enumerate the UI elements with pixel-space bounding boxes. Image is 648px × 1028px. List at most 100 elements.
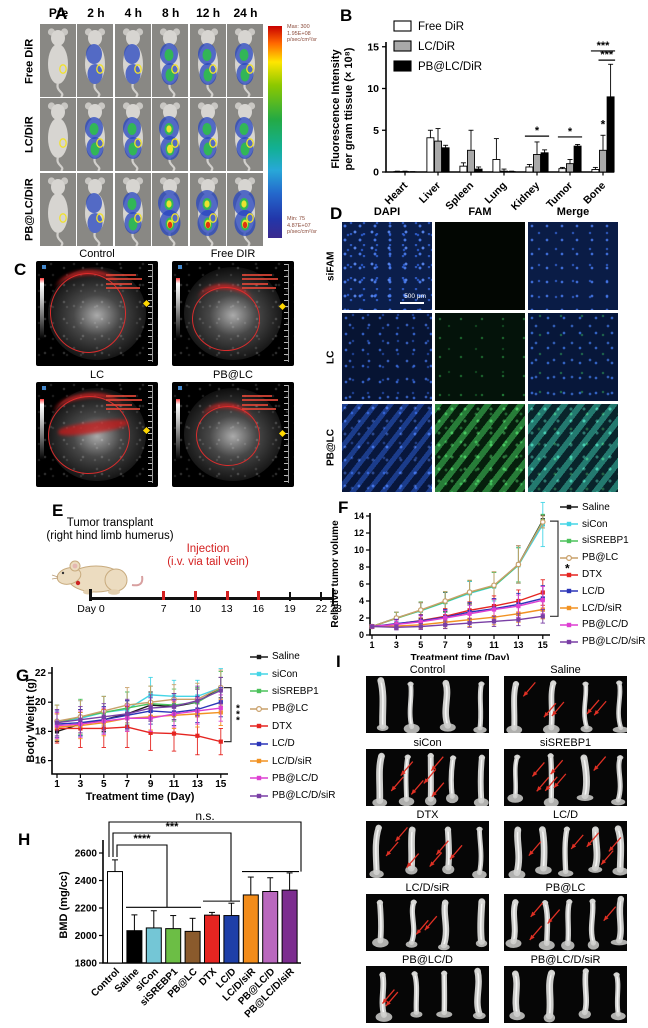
legend-label: siSREBP1 xyxy=(272,685,319,697)
svg-text:9: 9 xyxy=(467,640,472,650)
svg-text:Bone: Bone xyxy=(581,180,608,207)
mouse-image xyxy=(189,24,226,97)
panel-b-label: B xyxy=(340,6,353,25)
mouse-image xyxy=(152,98,189,172)
svg-text:Liver: Liver xyxy=(417,180,443,206)
svg-text:11: 11 xyxy=(489,640,499,650)
svg-text:18: 18 xyxy=(35,726,47,737)
legend-marker-icon xyxy=(560,605,578,611)
svg-text:***: *** xyxy=(597,40,611,52)
annotation-line xyxy=(106,399,142,401)
measurement-annotation xyxy=(106,271,144,292)
group-row-label: PB@LC/DiR xyxy=(23,178,36,241)
grayscale-bar xyxy=(176,398,180,460)
annotation-line xyxy=(242,394,272,397)
annotation-line xyxy=(242,282,268,285)
sample-row-label: LC xyxy=(325,350,337,364)
mouse-image xyxy=(77,24,114,97)
legend-marker-icon xyxy=(250,776,268,781)
injection-subtitle: (i.v. via tail vein) xyxy=(167,556,249,568)
annotation-line xyxy=(106,273,136,276)
colorbar-min-labels: Min: 75 4.87E+07 p/sec/cm²/sr xyxy=(287,216,317,236)
microct-bone-image xyxy=(366,676,489,733)
end-label: 23 xyxy=(330,603,342,615)
legend-label: PB@LC/D/siR xyxy=(272,790,336,802)
mouse-image xyxy=(40,24,76,97)
bone-image-title: siSREBP1 xyxy=(539,736,592,749)
legend-marker-icon xyxy=(560,622,578,628)
ultrasound-image-title: Free DIR xyxy=(210,248,256,260)
svg-text:Fluorescence Intensity: Fluorescence Intensity xyxy=(330,49,342,169)
annotation-line xyxy=(106,287,140,289)
annotation-line xyxy=(242,278,278,280)
svg-text:13: 13 xyxy=(513,640,523,650)
bone-image-title: siCon xyxy=(413,736,442,749)
svg-text:*: * xyxy=(535,125,540,137)
annotation-line xyxy=(106,403,132,406)
microct-bone-image xyxy=(504,676,627,733)
svg-text:2600: 2600 xyxy=(75,849,98,860)
depth-ruler xyxy=(148,264,153,362)
microscopy-image xyxy=(342,313,432,401)
mouse-cartoon xyxy=(51,560,144,595)
legend-marker-icon xyxy=(250,671,268,677)
bone-image-title: PB@LC/D xyxy=(402,954,453,967)
mouse-image xyxy=(189,172,226,246)
legend-label: PB@LC/D xyxy=(582,619,629,631)
body-weight-legend: Saline siCon siSREBP1 PB@LC DTX LC/D LC/D/siR P… xyxy=(250,648,336,805)
annotation-line xyxy=(242,273,272,276)
tick-label: 22 xyxy=(315,603,328,615)
svg-text:22: 22 xyxy=(35,668,47,679)
day0-label: Day 0 xyxy=(77,603,105,615)
ultrasound-image xyxy=(36,261,158,366)
injection-tick xyxy=(225,591,229,600)
microscopy-image xyxy=(435,222,525,310)
vendor-logo xyxy=(42,265,46,269)
depth-ruler xyxy=(148,385,153,483)
timeline-axis xyxy=(90,597,333,600)
microscopy-image xyxy=(435,313,525,401)
svg-text:BMD (mg/cc): BMD (mg/cc) xyxy=(58,871,70,939)
ultrasound-image-title: LC xyxy=(89,369,105,381)
grayscale-bar xyxy=(40,277,44,339)
annotation-line xyxy=(242,287,276,289)
injection-tick xyxy=(162,591,166,600)
timepoint-header: 2 h xyxy=(87,6,105,20)
legend-marker-icon xyxy=(250,793,268,799)
transplant-annotation: Tumor transplant (right hind limb humeru… xyxy=(25,517,195,543)
panel-c: C Control Free DIR LC PB@LC xyxy=(0,246,324,494)
bmd-bar-chart: 18002000220024002600ControlSalinesiConsi… xyxy=(58,810,302,1020)
svg-text:n.s.: n.s. xyxy=(195,810,214,823)
legend-label: Saline xyxy=(272,651,300,663)
svg-text:*: * xyxy=(601,117,606,131)
channel-header: Merge xyxy=(556,206,590,218)
svg-text:15: 15 xyxy=(538,640,548,650)
mouse-imaging-grid xyxy=(40,24,266,246)
sample-row-label: siFAM xyxy=(325,251,337,281)
mouse-image xyxy=(227,24,263,97)
timepoint-headers: Pre 2 h 4 h 8 h 12 h 24 h xyxy=(40,6,266,22)
mouse-image xyxy=(189,98,226,172)
legend-marker-icon xyxy=(560,538,578,544)
timeline-tick xyxy=(288,591,291,601)
colorbar-max-labels: Max: 300 1.95E+08 p/sec/cm²/sr xyxy=(287,24,317,44)
panel-e: E Tumor transplant (right hind limb hume… xyxy=(0,495,341,643)
svg-text:10: 10 xyxy=(367,83,379,95)
colorbar-max-line: p/sec/cm²/sr xyxy=(287,37,317,43)
svg-text:1800: 1800 xyxy=(75,959,98,970)
legend-label: Saline xyxy=(582,501,610,513)
panel-h-label: H xyxy=(18,830,31,849)
svg-text:****: **** xyxy=(133,833,151,845)
ultrasound-image xyxy=(172,261,294,366)
svg-text:2200: 2200 xyxy=(75,904,98,915)
legend-label: LC/D/siR xyxy=(272,755,313,767)
day0-tick xyxy=(89,589,92,601)
annotation-line xyxy=(106,408,140,410)
colorbar-min-line: Min: 75 xyxy=(287,216,306,222)
vendor-logo xyxy=(178,386,182,390)
legend-label: LC/D xyxy=(582,585,605,597)
tick-label: 13 xyxy=(220,603,233,615)
legend-marker-icon xyxy=(250,705,268,712)
svg-text:5: 5 xyxy=(373,125,379,137)
annotation-line xyxy=(242,399,278,401)
